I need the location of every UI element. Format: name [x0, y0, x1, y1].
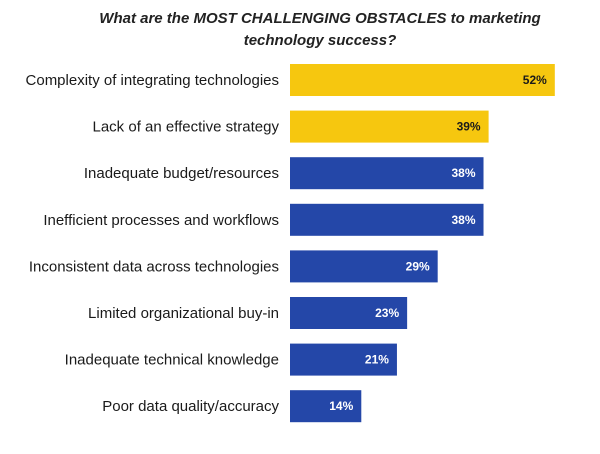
chart-title-line-2: technology success?: [243, 32, 397, 49]
value-label-4: 38%: [451, 213, 475, 227]
chart-title: What are the MOST CHALLENGING OBSTACLES …: [40, 8, 600, 52]
chart-title-line-1: What are the MOST CHALLENGING OBSTACLES …: [99, 10, 541, 27]
bar-8: [290, 390, 362, 423]
category-label-3: Inadequate budget/resources: [84, 165, 279, 182]
category-label-6: Limited organizational buy-in: [88, 305, 279, 322]
bar-4: [290, 203, 484, 236]
value-label-6: 23%: [375, 306, 399, 320]
category-label-1: Complexity of integrating technologies: [26, 72, 279, 89]
category-label-7: Inadequate technical knowledge: [65, 352, 279, 369]
value-label-7: 21%: [365, 353, 389, 367]
bar-6: [290, 297, 408, 329]
bar-2: [290, 110, 489, 143]
bar-1: [290, 64, 555, 96]
value-label-8: 14%: [329, 399, 353, 413]
value-label-3: 38%: [451, 166, 475, 180]
bar-3: [290, 157, 484, 190]
category-label-2: Lack of an effective strategy: [93, 119, 280, 136]
bar-7: [290, 343, 397, 376]
value-label-5: 29%: [406, 259, 430, 273]
bar-5: [290, 250, 438, 283]
value-label-2: 39%: [457, 120, 481, 134]
category-label-4: Inefficient processes and workflows: [43, 212, 279, 229]
category-label-8: Poor data quality/accuracy: [102, 398, 279, 415]
category-label-5: Inconsistent data across technologies: [29, 258, 279, 275]
value-label-1: 52%: [523, 73, 547, 87]
